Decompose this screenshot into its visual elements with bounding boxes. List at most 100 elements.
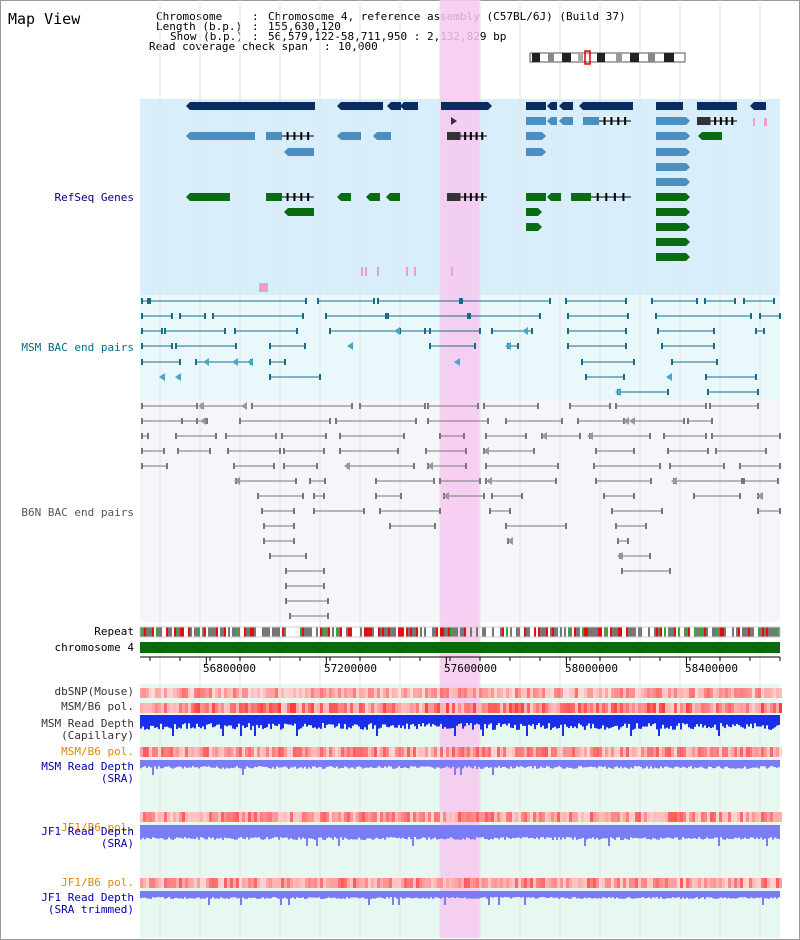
repeat-element bbox=[194, 627, 196, 637]
b6n-bac-pair-end bbox=[650, 478, 652, 484]
repeat-element bbox=[232, 627, 234, 637]
read-depth-bar bbox=[232, 825, 234, 839]
read-depth-bar bbox=[392, 891, 394, 905]
read-depth-bar bbox=[692, 825, 694, 839]
repeat-element bbox=[574, 627, 576, 637]
polymorphism-cell bbox=[176, 878, 179, 888]
track-label-jf1-depth-trim[interactable]: JF1 Read Depth (SRA trimmed) bbox=[41, 891, 134, 916]
polymorphism-cell bbox=[395, 812, 398, 822]
track-label-repeat[interactable]: Repeat bbox=[94, 625, 134, 638]
read-depth-bar bbox=[340, 825, 342, 838]
read-depth-bar bbox=[478, 715, 480, 725]
read-depth-bar bbox=[180, 760, 182, 767]
b6n-bac-pair-end bbox=[711, 418, 713, 424]
repeat-element bbox=[546, 627, 548, 637]
read-depth-bar bbox=[428, 891, 430, 899]
read-depth-bar bbox=[388, 825, 390, 838]
read-depth-bar bbox=[302, 715, 304, 727]
read-depth-bar bbox=[590, 825, 592, 839]
polymorphism-cell bbox=[281, 812, 284, 822]
track-label-jf1-b6-pol-2[interactable]: JF1/B6 pol. bbox=[61, 876, 134, 889]
polymorphism-cell bbox=[476, 688, 479, 698]
polymorphism-cell bbox=[566, 878, 569, 888]
msm-bac-arrow bbox=[615, 388, 621, 396]
read-depth-bar bbox=[472, 891, 474, 899]
read-depth-bar bbox=[494, 891, 496, 898]
track-label-msm-b6-pol-1[interactable]: MSM/B6 pol. bbox=[61, 700, 134, 713]
polymorphism-cell bbox=[170, 688, 173, 698]
read-depth-bar bbox=[554, 825, 556, 838]
read-depth-bar bbox=[190, 715, 192, 729]
read-depth-bar bbox=[586, 715, 588, 726]
read-depth-bar bbox=[344, 825, 346, 838]
read-depth-bar bbox=[572, 760, 574, 769]
polymorphism-cell bbox=[542, 878, 545, 888]
read-depth-bar bbox=[416, 715, 418, 729]
b6n-bac-pair-end bbox=[561, 418, 563, 424]
track-label-b6n-bac[interactable]: B6N BAC end pairs bbox=[21, 506, 134, 519]
track-label-msm-depth-sra[interactable]: MSM Read Depth (SRA) bbox=[41, 760, 134, 785]
read-depth-bar bbox=[752, 760, 754, 768]
read-depth-bar bbox=[194, 715, 196, 729]
read-depth-bar bbox=[498, 891, 500, 905]
repeat-element bbox=[678, 627, 680, 637]
polymorphism-cell bbox=[371, 688, 374, 698]
polymorphism-cell bbox=[515, 812, 518, 822]
repeat-element bbox=[604, 627, 606, 637]
read-depth-bar bbox=[168, 825, 170, 838]
polymorphism-cell bbox=[704, 812, 707, 822]
track-label-msm-depth-capillary[interactable]: MSM Read Depth (Capillary) bbox=[41, 717, 134, 742]
read-depth-bar bbox=[420, 760, 422, 767]
polymorphism-cell bbox=[155, 688, 158, 698]
read-depth-bar bbox=[502, 760, 504, 767]
read-depth-bar bbox=[310, 825, 312, 839]
read-depth-bar bbox=[250, 760, 252, 769]
read-depth-bar bbox=[746, 760, 748, 769]
read-depth-bar bbox=[514, 891, 516, 898]
repeat-element bbox=[674, 627, 676, 637]
read-depth-bar bbox=[640, 891, 642, 898]
repeat-element bbox=[578, 627, 580, 637]
polymorphism-cell bbox=[164, 812, 167, 822]
polymorphism-cell bbox=[446, 812, 449, 822]
read-depth-bar bbox=[508, 715, 510, 724]
polymorphism-cell bbox=[695, 747, 698, 757]
polymorphism-cell bbox=[257, 747, 260, 757]
refseq-gene bbox=[656, 253, 686, 261]
polymorphism-cell bbox=[239, 747, 242, 757]
read-depth-bar bbox=[330, 891, 332, 899]
b6n-bac-pair-end bbox=[166, 463, 168, 469]
read-depth-bar bbox=[558, 760, 560, 767]
read-depth-bar bbox=[266, 891, 268, 898]
read-depth-bar bbox=[518, 760, 520, 768]
read-depth-bar bbox=[484, 715, 486, 724]
track-label-refseq[interactable]: RefSeq Genes bbox=[54, 191, 134, 204]
polymorphism-cell bbox=[749, 812, 752, 822]
polymorphism-cell bbox=[317, 812, 320, 822]
b6n-bac-arrow bbox=[623, 417, 629, 425]
track-label-chromosome[interactable]: chromosome 4 bbox=[54, 641, 134, 654]
track-label-jf1-b6-pol-1[interactable]: JF1/B6 pol. bbox=[61, 821, 134, 834]
read-depth-bar bbox=[766, 891, 768, 899]
polymorphism-cell bbox=[776, 878, 779, 888]
polymorphism-cell bbox=[536, 703, 539, 713]
polymorphism-cell bbox=[650, 878, 653, 888]
polymorphism-cell bbox=[434, 688, 437, 698]
track-label-dbsnp[interactable]: dbSNP(Mouse) bbox=[54, 685, 134, 698]
read-depth-bar bbox=[328, 825, 330, 838]
b6n-bac-pair-end bbox=[305, 553, 307, 559]
repeat-element bbox=[402, 627, 404, 637]
track-label-jf1-depth-sra[interactable]: JF1 Read Depth (SRA) bbox=[41, 825, 134, 850]
repeat-element bbox=[630, 627, 632, 637]
gene-exon bbox=[300, 132, 303, 140]
read-depth-bar bbox=[374, 760, 376, 768]
polymorphism-cell bbox=[248, 703, 251, 713]
gene-arrow bbox=[686, 208, 690, 216]
read-depth-bar bbox=[166, 760, 168, 767]
read-depth-bar bbox=[318, 891, 320, 898]
track-label-msm-bac[interactable]: MSM BAC end pairs bbox=[21, 341, 134, 354]
read-depth-bar bbox=[576, 760, 578, 769]
track-label-msm-b6-pol-2[interactable]: MSM/B6 pol. bbox=[61, 745, 134, 758]
polymorphism-cell bbox=[758, 688, 761, 698]
polymorphism-cell bbox=[146, 747, 149, 757]
